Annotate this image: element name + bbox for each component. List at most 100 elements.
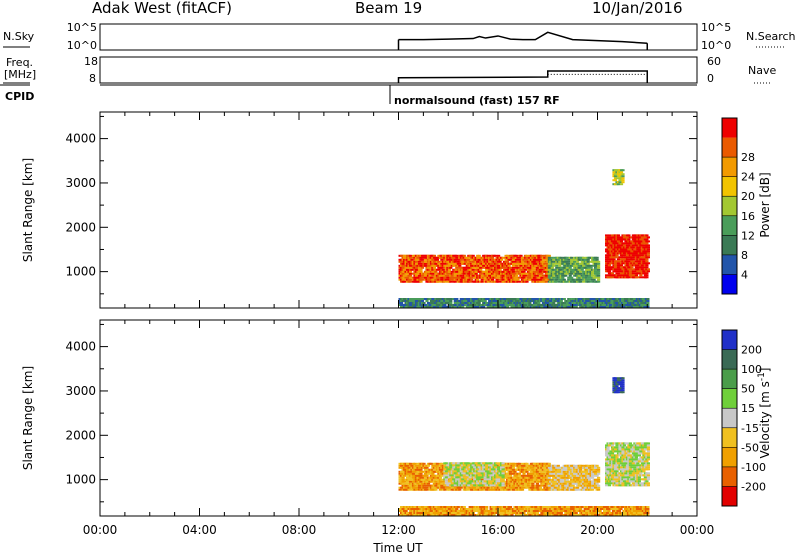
data-cell [558,472,562,475]
data-cell [597,478,601,481]
data-cell [516,266,520,269]
data-cell [568,480,572,483]
data-cell [414,464,419,467]
data-cell [553,464,557,467]
data-cell [562,476,566,479]
data-cell [528,302,532,304]
data-cell [501,482,505,485]
data-cell [501,468,505,471]
data-cell [607,264,612,267]
data-cell [410,268,414,271]
data-cell [437,262,441,265]
data-cell [525,302,529,304]
data-cell [538,468,542,471]
data-cell [646,302,650,304]
data-cell [612,456,616,459]
data-cell [639,276,643,279]
data-cell [645,234,649,237]
data-cell [401,278,405,281]
data-cell [523,278,528,281]
data-cell [645,238,649,241]
data-cell [417,266,422,269]
data-cell [453,272,457,275]
power-axes: 00:0004:0008:0012:0016:0020:0000:0010002… [65,112,698,308]
data-cell [579,278,583,281]
data-cell [467,468,471,471]
data-cell [544,276,548,279]
data-cell [508,474,513,477]
data-cell [491,278,495,281]
data-cell [526,484,531,487]
data-cell [400,302,404,304]
data-cell [488,482,492,485]
data-cell [622,244,627,247]
data-cell [646,304,650,306]
data-cell [629,298,633,300]
data-cell [479,268,483,271]
data-cell [447,272,451,275]
data-cell [455,266,459,269]
data-cell [438,488,442,491]
data-cell [573,260,577,263]
data-cell [414,488,419,491]
data-cell [449,464,453,467]
nave-tick-bottom: 0 [707,72,714,85]
data-cell [506,260,510,263]
data-cell [491,470,495,473]
data-cell [440,258,444,261]
data-cell [447,268,451,271]
data-cell [426,272,431,275]
data-cell [440,478,444,481]
data-cell [588,278,592,281]
data-cell [479,484,483,487]
data-cell [586,260,590,263]
data-cell [564,468,568,471]
data-cell [591,488,595,491]
data-cell [562,278,566,281]
data-cell [607,234,612,237]
data-cell [529,464,533,467]
data-cell [573,464,577,467]
data-cell [501,462,505,465]
data-cell [491,274,495,277]
data-cell [573,474,577,477]
data-cell [517,276,522,279]
data-cell [480,274,484,277]
y-tick-label: 4000 [65,132,96,146]
data-cell [455,258,459,261]
data-cell [553,306,557,308]
data-cell [465,474,469,477]
data-cell [501,266,505,269]
data-cell [495,270,499,273]
data-cell [428,306,432,308]
data-cell [404,266,408,269]
data-cell [449,304,453,306]
data-cell [471,266,475,269]
data-cell [423,476,428,479]
data-cell [547,478,551,481]
data-cell [613,179,618,182]
data-cell [562,466,566,469]
data-cell [552,262,556,265]
data-cell [595,482,599,485]
data-cell [513,480,517,483]
data-cell [615,260,619,263]
nsky-tick-bottom: 10^0 [67,39,97,52]
data-cell [597,302,601,304]
data-cell [400,304,404,306]
data-cell [586,280,590,283]
data-cell [422,478,426,481]
data-cell [458,300,462,302]
data-cell [434,488,438,491]
data-cell [558,260,562,263]
data-cell [597,470,601,473]
data-cell [419,268,423,271]
data-cell [462,472,466,475]
data-cell [561,302,565,304]
data-cell [627,238,631,241]
data-cell [522,298,526,300]
data-cell [453,306,457,308]
data-cell [609,262,613,265]
data-cell [453,260,457,263]
data-cell [607,484,612,487]
